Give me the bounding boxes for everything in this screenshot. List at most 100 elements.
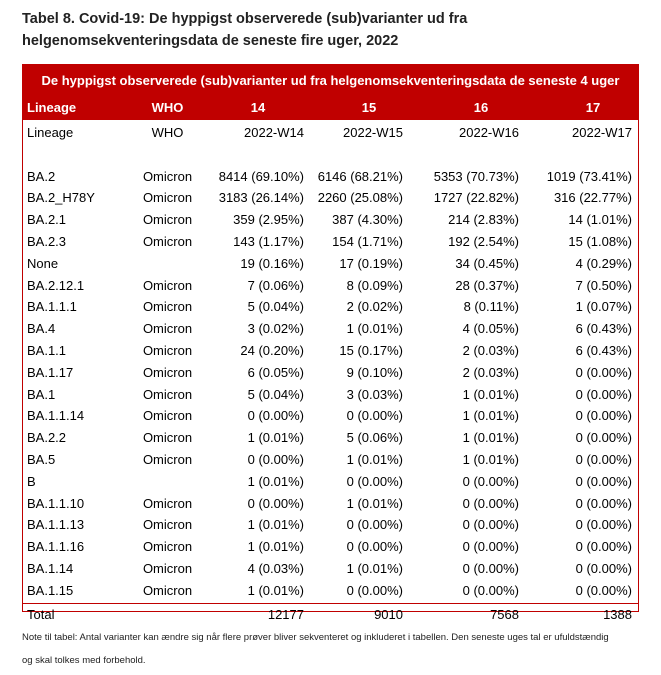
- cell-who: Omicron: [142, 495, 193, 511]
- table-header-row: Lineage WHO 14 15 16 17: [23, 96, 638, 120]
- cell-lineage: None: [27, 255, 59, 271]
- cell-w16: 1 (0.01%): [462, 408, 519, 424]
- cell-w14: 1 (0.01%): [247, 517, 304, 533]
- cell-w14: 3183 (26.14%): [218, 190, 304, 206]
- cell-lineage: BA.1: [27, 386, 56, 402]
- cell-w15: 15 (0.17%): [339, 343, 403, 358]
- cell-who: Omicron: [142, 452, 193, 467]
- cell-who: Omicron: [142, 364, 193, 380]
- cell-w15: 0 (0.00%): [346, 473, 403, 489]
- cell-lineage: BA.1.1.16: [27, 539, 85, 555]
- header-week-14: 14: [250, 100, 266, 115]
- cell-who: Omicron: [142, 539, 193, 555]
- cell-w17: 0 (0.00%): [575, 386, 632, 402]
- cell-w15: 2 (0.02%): [346, 299, 403, 315]
- cell-w17: 1 (0.07%): [575, 299, 632, 315]
- table-total-row: Total 12177 9010 7568 1388: [23, 604, 638, 626]
- cell-who: WHO: [151, 125, 184, 140]
- table-note-line-2: og skal tolkes med forbehold.: [22, 655, 146, 666]
- cell-w14: 7 (0.06%): [247, 277, 304, 293]
- cell-w15: 6146 (68.21%): [317, 168, 403, 184]
- table-row: B 1 (0.01%) 0 (0.00%) 0 (0.00%) 0 (0.00%): [23, 471, 638, 493]
- cell-w14: 19 (0.16%): [240, 255, 304, 271]
- table-banner: De hyppigst observerede (sub)varianter u…: [23, 65, 638, 96]
- table-row: BA.2_H78Y Omicron 3183 (26.14%) 2260 (25.08…: [23, 187, 638, 209]
- cell-w14: 0 (0.00%): [247, 408, 304, 424]
- cell-w15: 8 (0.09%): [346, 277, 403, 293]
- table-row: BA.1.15 Omicron 1 (0.01%) 0 (0.00%) 0 (0.00%…: [23, 580, 638, 602]
- cell-w17: 0 (0.00%): [575, 408, 632, 424]
- cell-who: Omicron: [142, 408, 193, 424]
- cell-w15: 1 (0.01%): [346, 452, 403, 467]
- cell-lineage: B: [27, 473, 36, 489]
- table-row: BA.2.12.1 Omicron 7 (0.06%) 8 (0.09%) 28 (0.…: [23, 275, 638, 297]
- header-lineage: Lineage: [27, 100, 77, 115]
- cell-w16: 7568: [490, 606, 519, 622]
- cell-w16: 28 (0.37%): [455, 277, 519, 293]
- cell-w16: 4 (0.05%): [462, 321, 519, 337]
- cell-w14: 8414 (69.10%): [218, 168, 304, 184]
- table-row: BA.1.17 Omicron 6 (0.05%) 9 (0.10%) 2 (0.03%…: [23, 362, 638, 384]
- cell-lineage: BA.1.1.1: [27, 299, 77, 315]
- cell-who: [135, 604, 200, 626]
- header-who: WHO: [151, 100, 184, 115]
- cell-w14: 24 (0.20%): [240, 343, 304, 358]
- table-row: BA.1.1.14 Omicron 0 (0.00%) 0 (0.00%) 1 (0.0…: [23, 405, 638, 427]
- cell-w15: 0 (0.00%): [346, 517, 403, 533]
- cell-who: Omicron: [142, 561, 193, 576]
- cell-w15: 0 (0.00%): [346, 582, 403, 598]
- cell-w16: 8 (0.11%): [463, 299, 519, 315]
- table-caption: Tabel 8. Covid-19: De hyppigst observere…: [22, 8, 642, 52]
- table-row: BA.2 Omicron 8414 (69.10%) 6146 (68.21%) 535…: [23, 166, 638, 188]
- total-separator: [23, 602, 638, 604]
- table-row: BA.1.1.1 Omicron 5 (0.04%) 2 (0.02%) 8 (0.11…: [23, 296, 638, 318]
- cell-lineage: BA.1.1.10: [27, 495, 85, 511]
- cell-lineage: BA.1.1.13: [27, 517, 85, 533]
- cell-who: Omicron: [142, 343, 193, 358]
- header-week-16: 16: [473, 100, 489, 115]
- cell-w17: 316 (22.77%): [553, 190, 632, 206]
- cell-w17: 0 (0.00%): [575, 473, 632, 489]
- table-row: BA.1.1.16 Omicron 1 (0.01%) 0 (0.00%) 0 (0.0…: [23, 536, 638, 558]
- cell-w15: 1 (0.01%): [346, 561, 403, 576]
- cell-lineage: BA.5: [27, 452, 56, 467]
- table-note-line-1: Note til tabel: Antal varianter kan ændr…: [22, 632, 609, 643]
- cell-w15: 387 (4.30%): [332, 212, 403, 228]
- cell-w16: 1 (0.01%): [462, 430, 519, 446]
- cell-w17: 6 (0.43%): [575, 343, 632, 358]
- cell-lineage: BA.2: [27, 168, 56, 184]
- cell-w17: 15 (1.08%): [568, 234, 632, 249]
- table-row: Lineage WHO 2022-W14 2022-W15 2022-W16 2022-W…: [23, 122, 638, 144]
- cell-lineage: BA.1.17: [27, 364, 74, 380]
- cell-w16: 2 (0.03%): [462, 364, 519, 380]
- cell-lineage: Total: [27, 606, 55, 622]
- table-row: BA.1.1.13 Omicron 1 (0.01%) 0 (0.00%) 0 (0.0…: [23, 514, 638, 536]
- cell-w17: 0 (0.00%): [575, 495, 632, 511]
- cell-w14: 1 (0.01%): [247, 539, 304, 555]
- table-row: BA.1.14 Omicron 4 (0.03%) 1 (0.01%) 0 (0.00%…: [23, 558, 638, 580]
- variants-table: De hyppigst observerede (sub)varianter u…: [22, 64, 639, 622]
- cell-w15: 5 (0.06%): [346, 430, 403, 446]
- cell-w17: 0 (0.00%): [575, 582, 632, 598]
- caption-line-2: helgenomsekventeringsdata de seneste fir…: [22, 33, 399, 49]
- table-row: BA.4 Omicron 3 (0.02%) 1 (0.01%) 4 (0.05%) 6 …: [23, 318, 638, 340]
- cell-w16: 0 (0.00%): [462, 582, 519, 598]
- cell-w14: 4 (0.03%): [247, 561, 304, 576]
- cell-w16: 1727 (22.82%): [433, 190, 519, 206]
- header-week-17: 17: [585, 100, 601, 115]
- cell-lineage: BA.2.2: [27, 430, 67, 446]
- cell-lineage: Lineage: [27, 125, 74, 140]
- cell-who: Omicron: [142, 321, 193, 337]
- cell-w14: 1 (0.01%): [247, 430, 304, 446]
- cell-w17: 1019 (73.41%): [546, 168, 632, 184]
- cell-w15: 17 (0.19%): [339, 255, 403, 271]
- cell-w14: 1 (0.01%): [247, 582, 304, 598]
- cell-w17: 2022-W17: [572, 125, 632, 140]
- table-row: BA.1 Omicron 5 (0.04%) 3 (0.03%) 1 (0.01%) 0 …: [23, 384, 638, 406]
- cell-who: Omicron: [142, 212, 193, 228]
- cell-w16: 0 (0.00%): [462, 561, 519, 576]
- header-week-15: 15: [361, 100, 377, 115]
- cell-w15: 2260 (25.08%): [317, 190, 403, 206]
- cell-who: Omicron: [142, 168, 193, 184]
- cell-w15: 154 (1.71%): [332, 234, 403, 249]
